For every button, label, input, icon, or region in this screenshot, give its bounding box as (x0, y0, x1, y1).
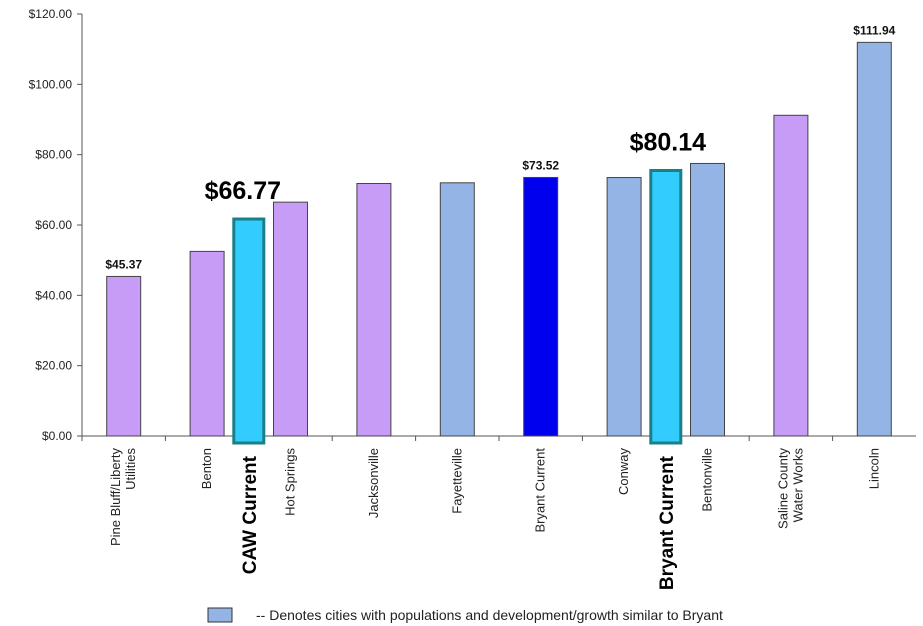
y-tick-label: $80.00 (35, 148, 72, 162)
x-category-label: Conway (616, 448, 631, 495)
x-category-label: Pine Bluff/Liberty Utilities (108, 448, 138, 547)
y-tick-label: $60.00 (35, 218, 72, 232)
overlay-bar-caw-current (232, 217, 266, 445)
bar-lincoln (856, 41, 892, 437)
y-tick-label: $100.00 (29, 77, 73, 91)
x-category-label-line: Benton (199, 448, 214, 489)
x-category-label: Benton (199, 448, 214, 489)
bar-jacksonville (356, 183, 392, 437)
x-category-label: Saline County Water Works (775, 448, 805, 529)
x-category-label: Lincoln (866, 448, 881, 489)
y-tick-label: $120.00 (29, 7, 73, 21)
x-category-label-line: Hot Springs (283, 448, 298, 516)
x-category-label: Jacksonville (366, 448, 381, 518)
x-category-label-line: Conway (616, 448, 631, 495)
x-category-label-line: Bentonville (700, 448, 715, 512)
x-category-label-line: Fayetteville (449, 448, 464, 514)
overlay-value-label: $66.77 (205, 177, 281, 205)
data-label: $111.94 (853, 23, 895, 37)
x-category-label-line: Bryant Current (533, 448, 548, 533)
overlay-category-label: Bryant Current (657, 455, 678, 590)
bar-benton (189, 250, 225, 437)
overlay-value-label: $80.14 (630, 128, 707, 156)
data-label: $45.37 (105, 257, 142, 271)
legend-swatch (207, 607, 233, 623)
x-category-label-line: Lincoln (866, 448, 881, 489)
x-category-label-line: Utilities (123, 448, 138, 490)
x-category-label-line: Jacksonville (366, 448, 381, 518)
overlay-bar-bryant-current (649, 168, 683, 445)
x-category-label: Bentonville (700, 448, 715, 512)
legend-text: -- Denotes cities with populations and d… (256, 607, 723, 623)
y-tick-label: $20.00 (35, 359, 72, 373)
overlay-category-label: CAW Current (240, 455, 261, 574)
labels: Pine Bluff/Liberty Utilities $45.37 Benton H… (105, 23, 895, 590)
bars (106, 41, 892, 445)
bar-fayetteville (439, 182, 475, 437)
x-category-label-line: Pine Bluff/Liberty (108, 448, 123, 547)
overlay-category-label-text: Bryant Current (657, 455, 678, 590)
x-category-label: Bryant Current (533, 448, 548, 533)
bar-bentonville (690, 162, 725, 437)
x-category-label: Hot Springs (283, 448, 298, 516)
overlay-category-label-text: CAW Current (240, 455, 261, 574)
bar-conway (606, 177, 642, 437)
bar-hot-springs (273, 201, 308, 437)
x-category-label-line: Water Works (790, 448, 805, 523)
legend: -- Denotes cities with populations and d… (207, 607, 723, 623)
x-category-label: Fayetteville (449, 448, 464, 514)
data-label: $73.52 (522, 158, 559, 172)
bar-bryant-current (523, 176, 559, 437)
y-tick-label: $0.00 (42, 429, 72, 443)
bar-pine-bluff-liberty-utilities (106, 275, 142, 437)
x-category-label-line: Saline County (775, 448, 790, 529)
y-tick-label: $40.00 (35, 288, 72, 302)
bar-saline-county-water-works (773, 114, 809, 437)
